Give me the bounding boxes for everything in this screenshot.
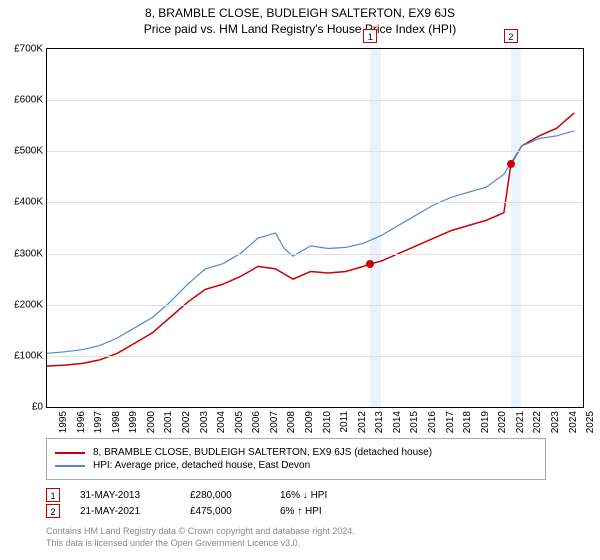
y-axis-label: £0 xyxy=(32,402,43,413)
y-axis-label: £400K xyxy=(14,197,43,208)
sale-marker-icon: 1 xyxy=(46,488,60,502)
x-axis-label: 1995 xyxy=(58,411,69,433)
sale-price: £475,000 xyxy=(190,506,260,517)
sale-delta: 6% ↑ HPI xyxy=(280,506,322,517)
sale-date: 31-MAY-2013 xyxy=(80,490,170,501)
x-axis-label: 2025 xyxy=(585,411,596,433)
legend-box: 8, BRAMBLE CLOSE, BUDLEIGH SALTERTON, EX… xyxy=(46,438,546,480)
x-axis-label: 2012 xyxy=(357,411,368,433)
chart-plot-area: £0£100K£200K£300K£400K£500K£600K£700K199… xyxy=(46,48,584,408)
x-axis-label: 2015 xyxy=(410,411,421,433)
sale-delta: 16% ↓ HPI xyxy=(280,490,327,501)
x-axis-label: 2001 xyxy=(164,411,175,433)
sale-marker-icon: 2 xyxy=(46,504,60,518)
x-axis-label: 1996 xyxy=(76,411,87,433)
sale-price: £280,000 xyxy=(190,490,260,501)
footer-attribution: Contains HM Land Registry data © Crown c… xyxy=(46,526,355,549)
sale-row: 1 31-MAY-2013 £280,000 16% ↓ HPI xyxy=(46,488,327,502)
x-axis-label: 2024 xyxy=(568,411,579,433)
y-axis-label: £700K xyxy=(14,44,43,55)
x-axis-label: 2003 xyxy=(199,411,210,433)
sale-marker-flag: 2 xyxy=(504,29,518,43)
x-axis-label: 2004 xyxy=(216,411,227,433)
legend-label: 8, BRAMBLE CLOSE, BUDLEIGH SALTERTON, EX… xyxy=(93,447,432,458)
sale-dot xyxy=(366,260,374,268)
x-axis-label: 2022 xyxy=(533,411,544,433)
x-axis-label: 2000 xyxy=(146,411,157,433)
x-axis-label: 2006 xyxy=(251,411,262,433)
x-axis-label: 2011 xyxy=(339,411,350,433)
sale-row: 2 21-MAY-2021 £475,000 6% ↑ HPI xyxy=(46,504,327,518)
legend-item: HPI: Average price, detached house, East… xyxy=(55,460,537,471)
y-axis-label: £600K xyxy=(14,95,43,106)
x-axis-label: 2014 xyxy=(392,411,403,433)
x-axis-label: 1998 xyxy=(111,411,122,433)
y-axis-label: £200K xyxy=(14,299,43,310)
x-axis-label: 2020 xyxy=(497,411,508,433)
title-address: 8, BRAMBLE CLOSE, BUDLEIGH SALTERTON, EX… xyxy=(0,6,600,20)
legend-swatch xyxy=(55,465,85,467)
x-axis-label: 2021 xyxy=(515,411,526,433)
x-axis-label: 2010 xyxy=(322,411,333,433)
x-axis-label: 2005 xyxy=(234,411,245,433)
x-axis-label: 1999 xyxy=(128,411,139,433)
x-axis-label: 2019 xyxy=(480,411,491,433)
x-axis-label: 2018 xyxy=(462,411,473,433)
x-axis-label: 2013 xyxy=(374,411,385,433)
y-axis-label: £500K xyxy=(14,146,43,157)
x-axis-label: 2023 xyxy=(550,411,561,433)
x-axis-label: 1997 xyxy=(93,411,104,433)
x-axis-label: 2009 xyxy=(304,411,315,433)
x-axis-label: 2007 xyxy=(269,411,280,433)
legend-item: 8, BRAMBLE CLOSE, BUDLEIGH SALTERTON, EX… xyxy=(55,447,537,458)
sale-date: 21-MAY-2021 xyxy=(80,506,170,517)
x-axis-label: 2016 xyxy=(427,411,438,433)
series-hpi xyxy=(47,131,574,353)
y-axis-label: £300K xyxy=(14,248,43,259)
x-axis-label: 2002 xyxy=(181,411,192,433)
x-axis-label: 2017 xyxy=(445,411,456,433)
sale-dot xyxy=(507,160,515,168)
y-axis-label: £100K xyxy=(14,350,43,361)
sales-table: 1 31-MAY-2013 £280,000 16% ↓ HPI 2 21-MA… xyxy=(46,486,327,520)
legend-swatch xyxy=(55,452,85,454)
x-axis-label: 2008 xyxy=(287,411,298,433)
sale-marker-flag: 1 xyxy=(363,29,377,43)
chart-svg xyxy=(47,49,583,407)
legend-label: HPI: Average price, detached house, East… xyxy=(93,460,310,471)
